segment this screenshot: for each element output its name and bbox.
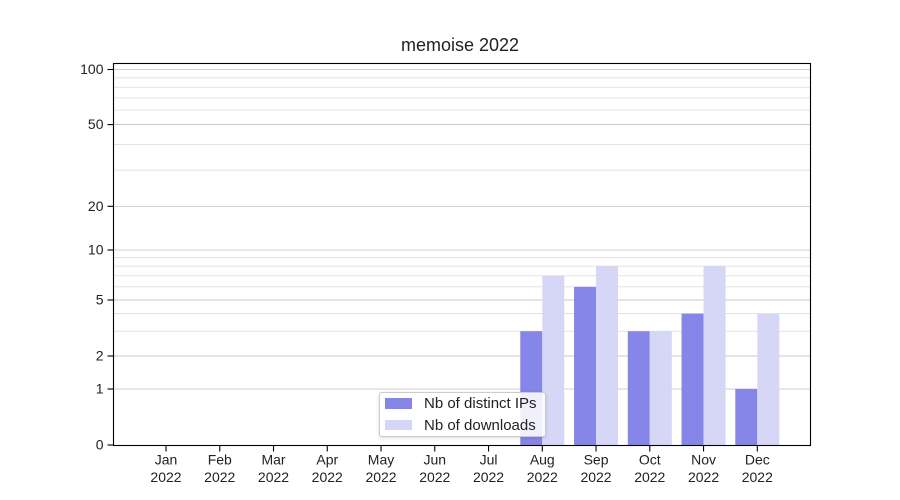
svg-text:2022: 2022 xyxy=(634,469,665,485)
svg-text:May: May xyxy=(368,452,394,468)
svg-text:2022: 2022 xyxy=(419,469,450,485)
svg-text:2022: 2022 xyxy=(258,469,289,485)
svg-text:memoise 2022: memoise 2022 xyxy=(401,35,519,55)
svg-text:5: 5 xyxy=(96,292,104,308)
svg-text:2022: 2022 xyxy=(312,469,343,485)
svg-text:Apr: Apr xyxy=(316,452,338,468)
svg-text:2022: 2022 xyxy=(688,469,719,485)
svg-text:50: 50 xyxy=(88,116,104,132)
svg-text:Mar: Mar xyxy=(261,452,285,468)
svg-text:2022: 2022 xyxy=(204,469,235,485)
svg-text:10: 10 xyxy=(88,242,104,258)
svg-text:100: 100 xyxy=(80,61,104,77)
svg-text:Oct: Oct xyxy=(639,452,661,468)
svg-text:Jun: Jun xyxy=(423,452,446,468)
svg-text:0: 0 xyxy=(96,437,104,453)
svg-text:1: 1 xyxy=(96,381,104,397)
svg-text:2022: 2022 xyxy=(473,469,504,485)
svg-text:2: 2 xyxy=(96,348,104,364)
svg-text:Dec: Dec xyxy=(745,452,770,468)
svg-text:2022: 2022 xyxy=(580,469,611,485)
svg-text:20: 20 xyxy=(88,198,104,214)
svg-text:2022: 2022 xyxy=(742,469,773,485)
svg-text:Aug: Aug xyxy=(530,452,555,468)
svg-text:Jul: Jul xyxy=(480,452,498,468)
svg-text:Feb: Feb xyxy=(208,452,232,468)
svg-text:Jan: Jan xyxy=(155,452,178,468)
svg-text:2022: 2022 xyxy=(365,469,396,485)
svg-text:Sep: Sep xyxy=(584,452,609,468)
svg-text:2022: 2022 xyxy=(527,469,558,485)
svg-text:2022: 2022 xyxy=(150,469,181,485)
svg-text:Nov: Nov xyxy=(691,452,716,468)
